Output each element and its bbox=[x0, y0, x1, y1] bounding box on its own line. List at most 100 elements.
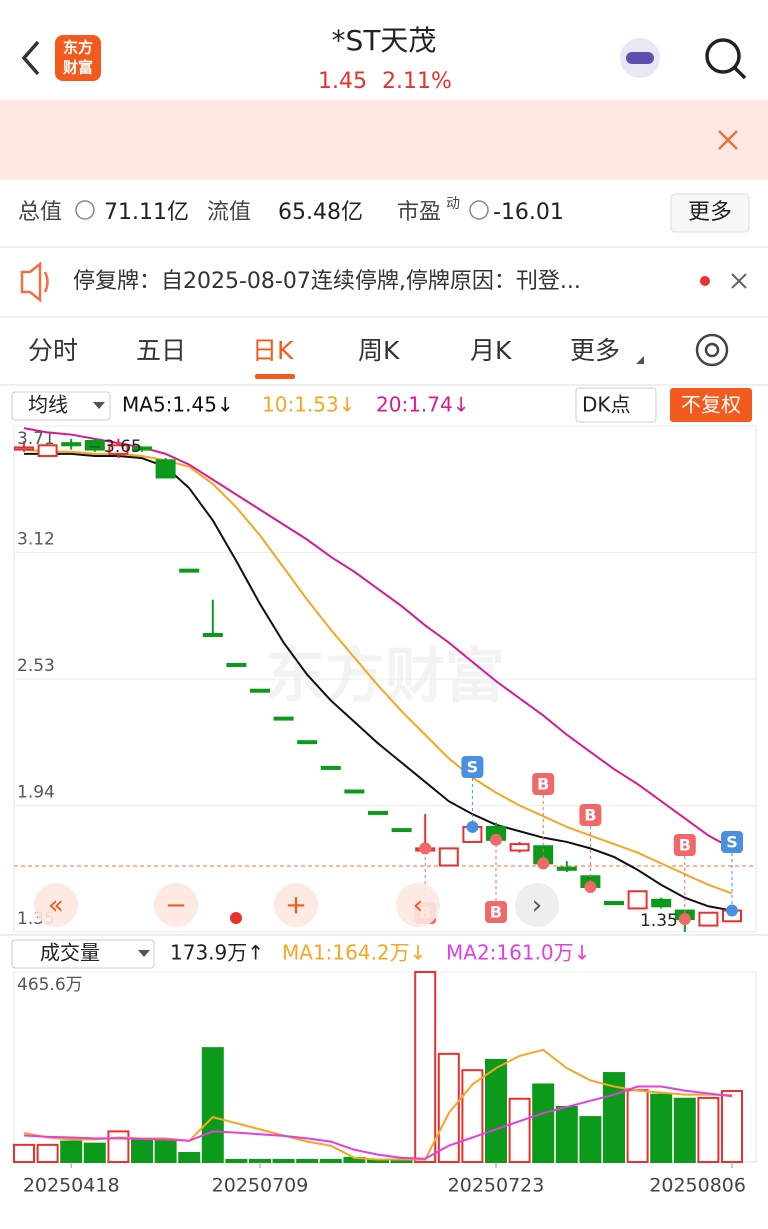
dk-button[interactable] bbox=[575, 387, 657, 423]
volume-bar bbox=[626, 1089, 649, 1164]
info-icon[interactable] bbox=[75, 200, 95, 220]
adjust-button-text: 不复权 bbox=[681, 393, 741, 417]
vol-ma-line bbox=[23, 1085, 733, 1160]
volume-bar bbox=[673, 1097, 696, 1164]
stat-value: 65.48亿 bbox=[278, 200, 363, 225]
candle-body bbox=[155, 459, 176, 479]
volume-bar bbox=[532, 1083, 555, 1163]
stat-label: 总值 bbox=[18, 200, 62, 225]
dropdown-arrow bbox=[636, 356, 644, 364]
candle-body bbox=[297, 740, 318, 745]
tab[interactable]: 更多 bbox=[570, 336, 620, 365]
tab[interactable]: 分时 bbox=[28, 336, 78, 365]
tab[interactable]: 月K bbox=[470, 336, 512, 365]
control-button[interactable] bbox=[396, 883, 440, 927]
volume-bar bbox=[154, 1138, 177, 1163]
stat-value: 71.11亿 bbox=[104, 200, 189, 225]
adjust-button[interactable] bbox=[670, 388, 752, 422]
volume-bar bbox=[201, 1047, 224, 1163]
candle-body bbox=[368, 810, 388, 815]
volume-bar bbox=[508, 1097, 531, 1164]
signal-dot bbox=[466, 820, 479, 833]
info-icon[interactable] bbox=[469, 200, 489, 220]
back-button[interactable] bbox=[21, 40, 40, 76]
volume-bar bbox=[13, 1143, 35, 1164]
candle-body bbox=[132, 446, 152, 451]
volume-bar bbox=[437, 1052, 460, 1164]
signal-badge bbox=[485, 901, 507, 923]
tab[interactable]: 日K bbox=[252, 336, 294, 365]
volume-bar bbox=[131, 1138, 153, 1163]
control-button[interactable] bbox=[274, 883, 318, 927]
low-label: 1.35 bbox=[640, 911, 678, 931]
volume-bar bbox=[296, 1158, 319, 1163]
control-dot bbox=[230, 912, 242, 924]
volume-bar bbox=[249, 1158, 271, 1163]
ma-select-text: 均线 bbox=[28, 393, 68, 417]
tabs: 分时 五日 日K 周K 月K 更多 bbox=[28, 336, 644, 379]
control-button[interactable] bbox=[34, 883, 78, 927]
candle-body bbox=[320, 765, 341, 770]
notice-text[interactable]: 停复牌：自2025-08-07连续停牌,停牌原因：刊登... bbox=[73, 269, 581, 294]
banner-close[interactable] bbox=[718, 130, 738, 150]
candle-body bbox=[627, 890, 648, 910]
y-tick-label: 3.12 bbox=[17, 530, 55, 550]
more-button[interactable] bbox=[670, 193, 750, 233]
price: 1.45 bbox=[318, 69, 367, 94]
y-tick-label: 1.94 bbox=[17, 783, 55, 803]
control-icon: › bbox=[532, 891, 542, 921]
x-tick-label: 20250723 bbox=[448, 1175, 545, 1197]
volume-bar bbox=[319, 1158, 342, 1163]
volume-bar bbox=[414, 971, 437, 1163]
vol-select[interactable] bbox=[11, 939, 155, 969]
dropdown-arrow bbox=[93, 402, 105, 409]
dropdown-arrow bbox=[138, 950, 150, 957]
tab[interactable]: 五日 bbox=[136, 336, 186, 365]
stat-label: 流值 bbox=[207, 200, 251, 225]
signal-text: S bbox=[726, 833, 738, 852]
search-icon-handle bbox=[733, 66, 747, 80]
candle-body bbox=[61, 442, 82, 447]
separator bbox=[0, 384, 768, 386]
logo bbox=[55, 35, 101, 81]
control-icon: + bbox=[285, 891, 307, 921]
notice-close[interactable] bbox=[731, 273, 747, 289]
vol-select-text: 成交量 bbox=[40, 941, 100, 965]
search-icon[interactable] bbox=[705, 38, 741, 74]
candle-body bbox=[438, 847, 459, 867]
stock-title: *ST天茂 bbox=[332, 24, 437, 57]
ma-line bbox=[23, 448, 733, 895]
change: 2.11% bbox=[382, 69, 452, 94]
candle-body bbox=[391, 828, 412, 833]
ma-select[interactable] bbox=[11, 391, 111, 421]
candle-body bbox=[202, 632, 223, 637]
candle-body bbox=[226, 662, 247, 667]
control-button[interactable] bbox=[154, 883, 198, 927]
volume-bar bbox=[272, 1158, 295, 1163]
ma-legend: MA5:1.45↓ bbox=[122, 393, 234, 417]
high-label: 3.65 bbox=[104, 437, 142, 457]
y-tick-label: 3.71 bbox=[17, 429, 55, 449]
stat-value: -16.01 bbox=[493, 200, 564, 225]
candle-body bbox=[604, 900, 624, 906]
control-button[interactable] bbox=[515, 883, 559, 927]
tab[interactable]: 周K bbox=[358, 336, 400, 365]
candle-body bbox=[108, 444, 129, 455]
signal-text: B bbox=[537, 775, 549, 794]
dk-button-text: DK点 bbox=[582, 393, 631, 417]
signal-text: S bbox=[467, 758, 479, 777]
ma-legend: 20:1.74↓ bbox=[376, 393, 469, 417]
x-tick-label: 20250806 bbox=[649, 1175, 746, 1197]
stat-label: 市盈 bbox=[397, 200, 441, 225]
signal-dot bbox=[678, 913, 691, 926]
volume-bar bbox=[60, 1140, 83, 1163]
signal-badge bbox=[461, 756, 484, 778]
volume-bar bbox=[225, 1158, 248, 1163]
ma-legend: 10:1.53↓ bbox=[262, 393, 355, 417]
settings-icon[interactable] bbox=[695, 333, 729, 367]
candle-body bbox=[179, 568, 200, 573]
controls: « − + ‹ › bbox=[34, 883, 559, 927]
control-icon: ‹ bbox=[413, 891, 423, 921]
vol-legend: MA2:161.0万↓ bbox=[446, 941, 590, 965]
